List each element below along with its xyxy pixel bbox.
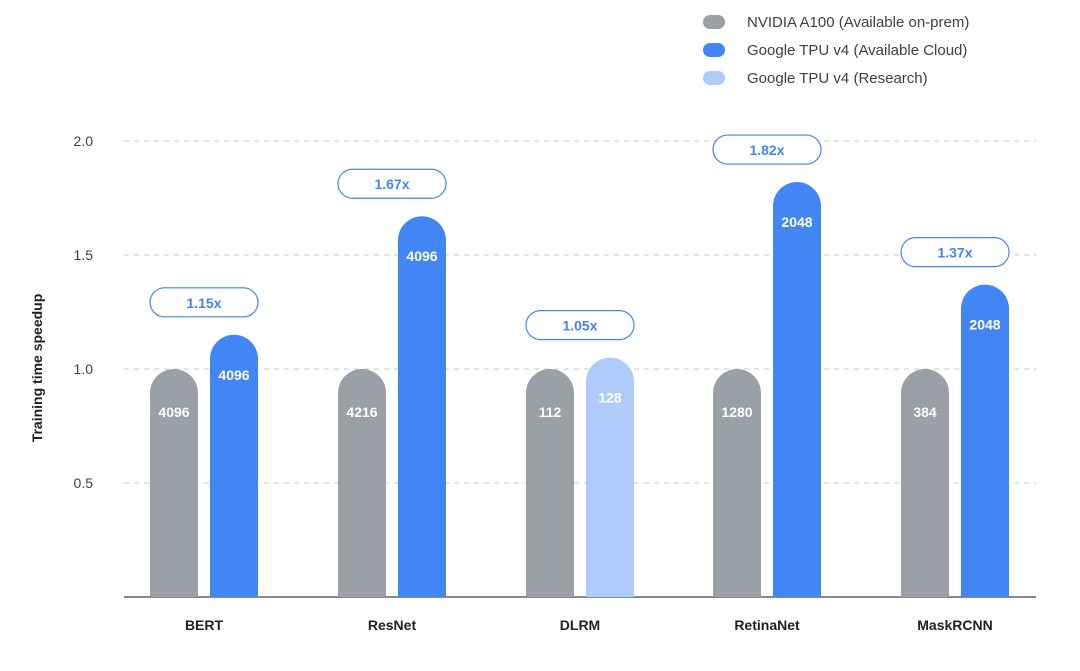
bar-value-label: 4096: [218, 367, 249, 383]
speedup-label: 1.67x: [374, 176, 409, 192]
bar-tpu-research: [586, 357, 634, 597]
bar-tpu-cloud: [210, 334, 258, 597]
legend-swatch-tpu-research: [703, 71, 725, 85]
legend-swatch-a100: [703, 15, 725, 29]
speedup-badge: [149, 287, 259, 318]
speedup-badge: [900, 237, 1010, 268]
bar-value-label: 2048: [781, 214, 812, 230]
bar-value-label: 4096: [158, 404, 189, 420]
bar-a100: [901, 369, 949, 597]
legend-item-a100: NVIDIA A100 (Available on-prem): [703, 8, 969, 36]
bar-a100: [713, 369, 761, 597]
legend-swatch-tpu-cloud: [703, 43, 725, 57]
y-tick-label: 2.0: [74, 133, 94, 149]
bar-a100: [526, 369, 574, 597]
speedup-label: 1.37x: [937, 245, 972, 261]
legend-item-tpu-research: Google TPU v4 (Research): [703, 64, 969, 92]
y-tick-label: 0.5: [74, 475, 94, 491]
speedup-badge: [337, 168, 447, 199]
speedup-label: 1.05x: [562, 318, 597, 334]
bar-a100: [150, 369, 198, 597]
bar-tpu-cloud: [961, 284, 1009, 597]
bar-value-label: 4216: [346, 404, 377, 420]
y-tick-label: 1.5: [74, 247, 94, 263]
legend: NVIDIA A100 (Available on-prem) Google T…: [703, 8, 969, 92]
legend-label-tpu-cloud: Google TPU v4 (Available Cloud): [747, 41, 968, 59]
bar-value-label: 4096: [406, 248, 437, 264]
legend-label-a100: NVIDIA A100 (Available on-prem): [747, 13, 970, 31]
speedup-label: 1.82x: [749, 142, 784, 158]
bar-value-label: 1280: [721, 404, 752, 420]
legend-label-tpu-research: Google TPU v4 (Research): [747, 69, 928, 87]
bar-tpu-cloud: [398, 216, 446, 598]
bar-value-label: 128: [598, 390, 622, 406]
x-tick-label: DLRM: [560, 617, 600, 633]
x-tick-label: ResNet: [368, 617, 417, 633]
x-tick-label: RetinaNet: [734, 617, 800, 633]
y-axis-label: Training time speedup: [29, 294, 45, 443]
legend-item-tpu-cloud: Google TPU v4 (Available Cloud): [703, 36, 969, 64]
x-tick-label: MaskRCNN: [917, 617, 992, 633]
speedup-label: 1.15x: [186, 295, 221, 311]
speedup-badge: [712, 134, 822, 165]
bar-value-label: 2048: [969, 317, 1000, 333]
bar-a100: [338, 369, 386, 597]
bar-value-label: 112: [539, 404, 562, 420]
bar-value-label: 384: [913, 404, 937, 420]
speedup-badge: [525, 310, 635, 341]
y-tick-label: 1.0: [74, 361, 94, 377]
x-tick-label: BERT: [185, 617, 224, 633]
bar-tpu-cloud: [773, 182, 821, 597]
